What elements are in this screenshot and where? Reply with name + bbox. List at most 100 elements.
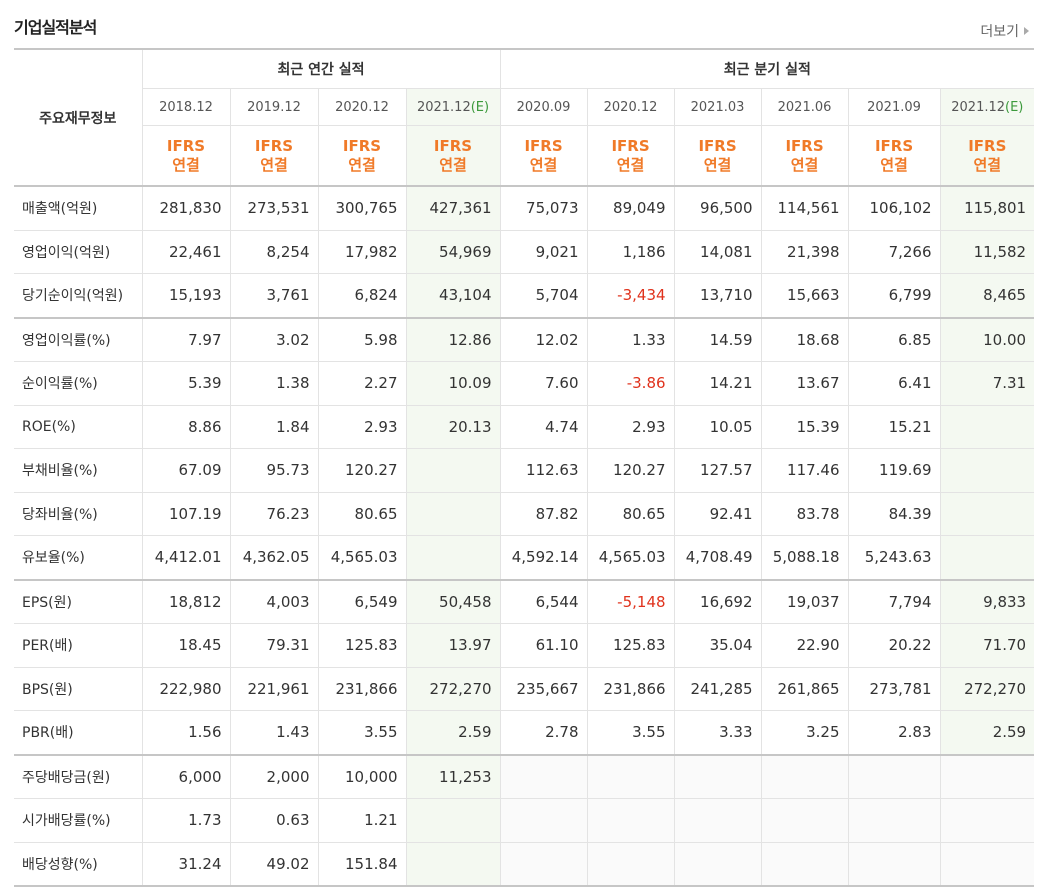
value-cell: 1.21: [317, 798, 407, 843]
value-cell: -5,148: [586, 578, 675, 624]
value-cell: 7.31: [939, 361, 1035, 406]
value-cell: 119.69: [847, 448, 941, 493]
value-cell: 231,866: [586, 666, 675, 711]
value-cell: 114,561: [760, 185, 849, 231]
row-label: PBR(배): [14, 710, 143, 755]
value-cell: 4,565.03: [317, 535, 407, 580]
value-cell: 6,544: [499, 578, 588, 624]
value-cell: 107.19: [141, 491, 231, 536]
more-text[interactable]: 더보기: [980, 24, 1019, 40]
value-cell: 18.45: [141, 623, 231, 668]
value-cell: 75,073: [499, 185, 588, 231]
empty-cell: [405, 798, 501, 843]
row-label: 영업이익률(%): [14, 316, 143, 362]
data-row: 당기순이익(억원) 15,193 3,761 6,824 43,104 5,704 -3,4…: [14, 273, 1035, 318]
value-cell: 2.93: [586, 404, 675, 449]
value-cell: 76.23: [229, 491, 319, 536]
value-cell: 11,582: [939, 229, 1035, 274]
basis-text: 연결: [790, 155, 819, 174]
value-cell: 43,104: [405, 273, 501, 318]
value-cell: 15,193: [141, 273, 231, 318]
value-cell: 61.10: [499, 623, 588, 668]
value-cell: 281,830: [141, 185, 231, 231]
value-cell: 67.09: [141, 448, 231, 493]
value-cell: 106,102: [847, 185, 941, 231]
value-cell: 20.22: [847, 623, 941, 668]
period-header: 2019.12: [229, 88, 319, 126]
value-cell: 5,704: [499, 273, 588, 318]
data-row: 당좌비율(%) 107.19 76.23 80.65 87.82 80.65 92.41 83…: [14, 491, 1035, 536]
value-cell: 6,799: [847, 273, 941, 318]
value-cell: 300,765: [317, 185, 407, 231]
row-label: 배당성향(%): [14, 841, 143, 887]
value-cell: 5.39: [141, 361, 231, 406]
empty-cell: [760, 841, 849, 887]
value-cell: 79.31: [229, 623, 319, 668]
value-cell: 8,254: [229, 229, 319, 274]
period-header: 2021.12(E): [939, 88, 1035, 126]
value-cell: 221,961: [229, 666, 319, 711]
empty-cell: [847, 753, 941, 799]
value-cell: 3.55: [317, 710, 407, 755]
value-cell: 2,000: [229, 753, 319, 799]
period-date: 2021.06: [777, 99, 832, 115]
value-cell: 50,458: [405, 578, 501, 624]
empty-cell: [760, 798, 849, 843]
basis-text: 연결: [529, 155, 558, 174]
value-cell: 15.21: [847, 404, 941, 449]
empty-cell: [939, 535, 1035, 580]
value-cell: 96,500: [673, 185, 762, 231]
basis-text: IFRS: [698, 136, 737, 155]
row-label: 주당배당금(원): [14, 753, 143, 799]
data-row: 순이익률(%) 5.39 1.38 2.27 10.09 7.60 -3.86 14.21 13…: [14, 361, 1035, 406]
period-header: 2020.12: [586, 88, 675, 126]
value-cell: 84.39: [847, 491, 941, 536]
basis-text: IFRS: [166, 136, 206, 155]
basis-text: IFRS: [874, 136, 914, 155]
value-cell: 4,708.49: [673, 535, 762, 580]
basis-text: IFRS: [785, 136, 824, 155]
value-cell: 31.24: [141, 841, 231, 887]
value-cell: 10,000: [317, 753, 407, 799]
value-cell: 6.41: [847, 361, 941, 406]
value-cell: 92.41: [673, 491, 762, 536]
financial-table: 주요재무정보 최근 연간 실적 최근 분기 실적 2018.12 2019.12 2020…: [14, 48, 1035, 887]
data-row: 주당배당금(원) 6,000 2,000 10,000 11,253: [14, 753, 1035, 799]
period-date: 2020.12: [335, 99, 389, 115]
value-cell: 18,812: [141, 578, 231, 624]
value-cell: 14.59: [673, 316, 762, 362]
value-cell: 151.84: [317, 841, 407, 887]
value-cell: 17,982: [317, 229, 407, 274]
empty-cell: [673, 841, 762, 887]
basis-text: 연결: [616, 155, 645, 174]
value-cell: 3.02: [229, 316, 319, 362]
data-row: 시가배당률(%) 1.73 0.63 1.21: [14, 798, 1035, 843]
value-cell: 49.02: [229, 841, 319, 887]
value-cell: 2.59: [939, 710, 1035, 755]
value-cell: 112.63: [499, 448, 588, 493]
value-cell: 5,088.18: [760, 535, 849, 580]
more-link[interactable]: 더보기: [980, 21, 1029, 41]
empty-cell: [673, 753, 762, 799]
empty-cell: [499, 841, 588, 887]
value-cell: 12.02: [499, 316, 588, 362]
empty-cell: [405, 491, 501, 536]
period-date: 2020.09: [516, 99, 571, 115]
value-cell: 95.73: [229, 448, 319, 493]
basis-header: IFRS 연결: [499, 125, 588, 187]
basis-header: IFRS 연결: [939, 125, 1035, 187]
value-cell: 4,412.01: [141, 535, 231, 580]
data-row: PER(배) 18.45 79.31 125.83 13.97 61.10 125.83 35…: [14, 623, 1035, 668]
value-cell: -3.86: [586, 361, 675, 406]
value-cell: 14.21: [673, 361, 762, 406]
value-cell: 13,710: [673, 273, 762, 318]
value-cell: 241,285: [673, 666, 762, 711]
row-label: 당좌비율(%): [14, 491, 143, 536]
value-cell: 16,692: [673, 578, 762, 624]
basis-text: IFRS: [254, 136, 294, 155]
value-cell: 20.13: [405, 404, 501, 449]
group-header: 최근 연간 실적: [141, 48, 501, 89]
basis-header: IFRS 연결: [847, 125, 941, 187]
empty-cell: [939, 448, 1035, 493]
